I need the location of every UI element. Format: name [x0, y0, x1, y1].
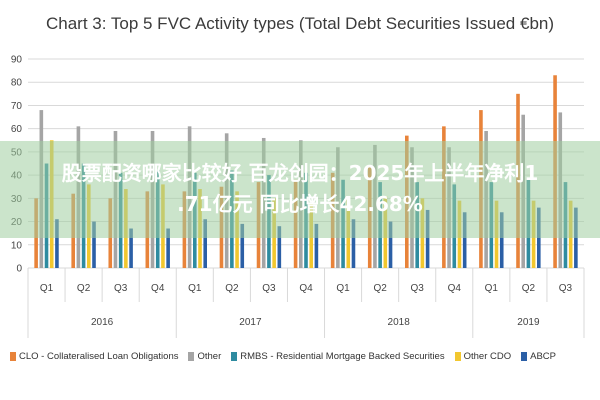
year-label: 2018 — [388, 317, 411, 328]
banner-line-2: .71亿元 同比增长42.68% — [177, 192, 423, 216]
y-tick-label: 60 — [11, 124, 23, 135]
bar — [351, 219, 356, 268]
y-tick-label: 0 — [16, 264, 22, 275]
y-tick-label: 80 — [11, 78, 23, 89]
bar — [388, 221, 393, 268]
legend-item: RMBS - Residential Mortgage Backed Secur… — [231, 351, 445, 362]
y-tick-label: 90 — [11, 55, 23, 66]
banner-text[interactable]: 股票配资哪家比较好 百龙创园：2025年上半年净利1 .71亿元 同比增长42.… — [0, 158, 600, 220]
legend-swatch — [10, 352, 16, 361]
bar — [499, 212, 504, 268]
x-tick-label: Q4 — [151, 283, 165, 294]
legend-item: Other — [188, 351, 221, 362]
banner-line-1: 股票配资哪家比较好 百龙创园：2025年上半年净利1 — [61, 161, 539, 185]
x-tick-label: Q1 — [336, 283, 350, 294]
x-tick-label: Q1 — [485, 283, 499, 294]
year-label: 2016 — [91, 317, 114, 328]
legend-item: ABCP — [521, 351, 556, 362]
legend-swatch — [231, 352, 238, 361]
legend-label: Other CDO — [463, 351, 512, 362]
year-label: 2017 — [239, 317, 262, 328]
bar — [462, 212, 467, 268]
x-tick-label: Q2 — [77, 283, 91, 294]
x-tick-label: Q2 — [373, 283, 387, 294]
x-tick-label: Q2 — [522, 283, 536, 294]
x-axis-years: 2016 2017 2018 2019 — [27, 302, 585, 338]
legend-label: Other — [197, 351, 222, 362]
bar — [55, 219, 59, 268]
bar — [129, 228, 133, 268]
x-tick-label: Q3 — [559, 283, 573, 294]
y-tick-label: 70 — [11, 101, 23, 112]
legend-item: Other CDO — [454, 351, 512, 362]
year-label: 2019 — [517, 317, 540, 328]
bar — [240, 223, 245, 268]
bar — [314, 223, 319, 268]
x-tick-label: Q1 — [40, 283, 54, 294]
x-tick-label: Q1 — [188, 283, 202, 294]
x-tick-label: Q3 — [262, 283, 276, 294]
chart-title: Chart 3: Top 5 FVC Activity types (Total… — [45, 14, 555, 33]
legend-item: CLO - Collateralised Loan Obligations — [10, 351, 178, 362]
x-tick-label: Q3 — [114, 283, 128, 294]
bar — [425, 209, 430, 268]
banner-overlay — [0, 141, 600, 238]
x-tick-label: Q2 — [225, 283, 239, 294]
bar — [92, 221, 96, 268]
legend-label: ABCP — [530, 351, 556, 362]
legend-label: CLO - Collateralised Loan Obligations — [19, 351, 179, 362]
y-tick-label: 10 — [11, 240, 23, 251]
legend-swatch — [521, 352, 528, 361]
x-axis-categories: Q1 Q2 Q3 Q4 Q1 Q2 Q3 Q4 Q1 Q2 Q3 Q4 Q1 Q2 Q3 — [27, 268, 585, 302]
chart-legend: CLO - Collateralised Loan Obligations Oth… — [10, 351, 600, 362]
legend-label: RMBS - Residential Mortgage Backed Secur… — [240, 351, 445, 362]
bar — [277, 226, 282, 268]
x-tick-label: Q4 — [299, 283, 313, 294]
bar — [166, 228, 170, 268]
legend-swatch — [188, 352, 195, 361]
x-tick-label: Q4 — [448, 283, 462, 294]
legend-swatch — [454, 352, 461, 361]
x-tick-label: Q3 — [411, 283, 425, 294]
bar — [203, 219, 207, 268]
